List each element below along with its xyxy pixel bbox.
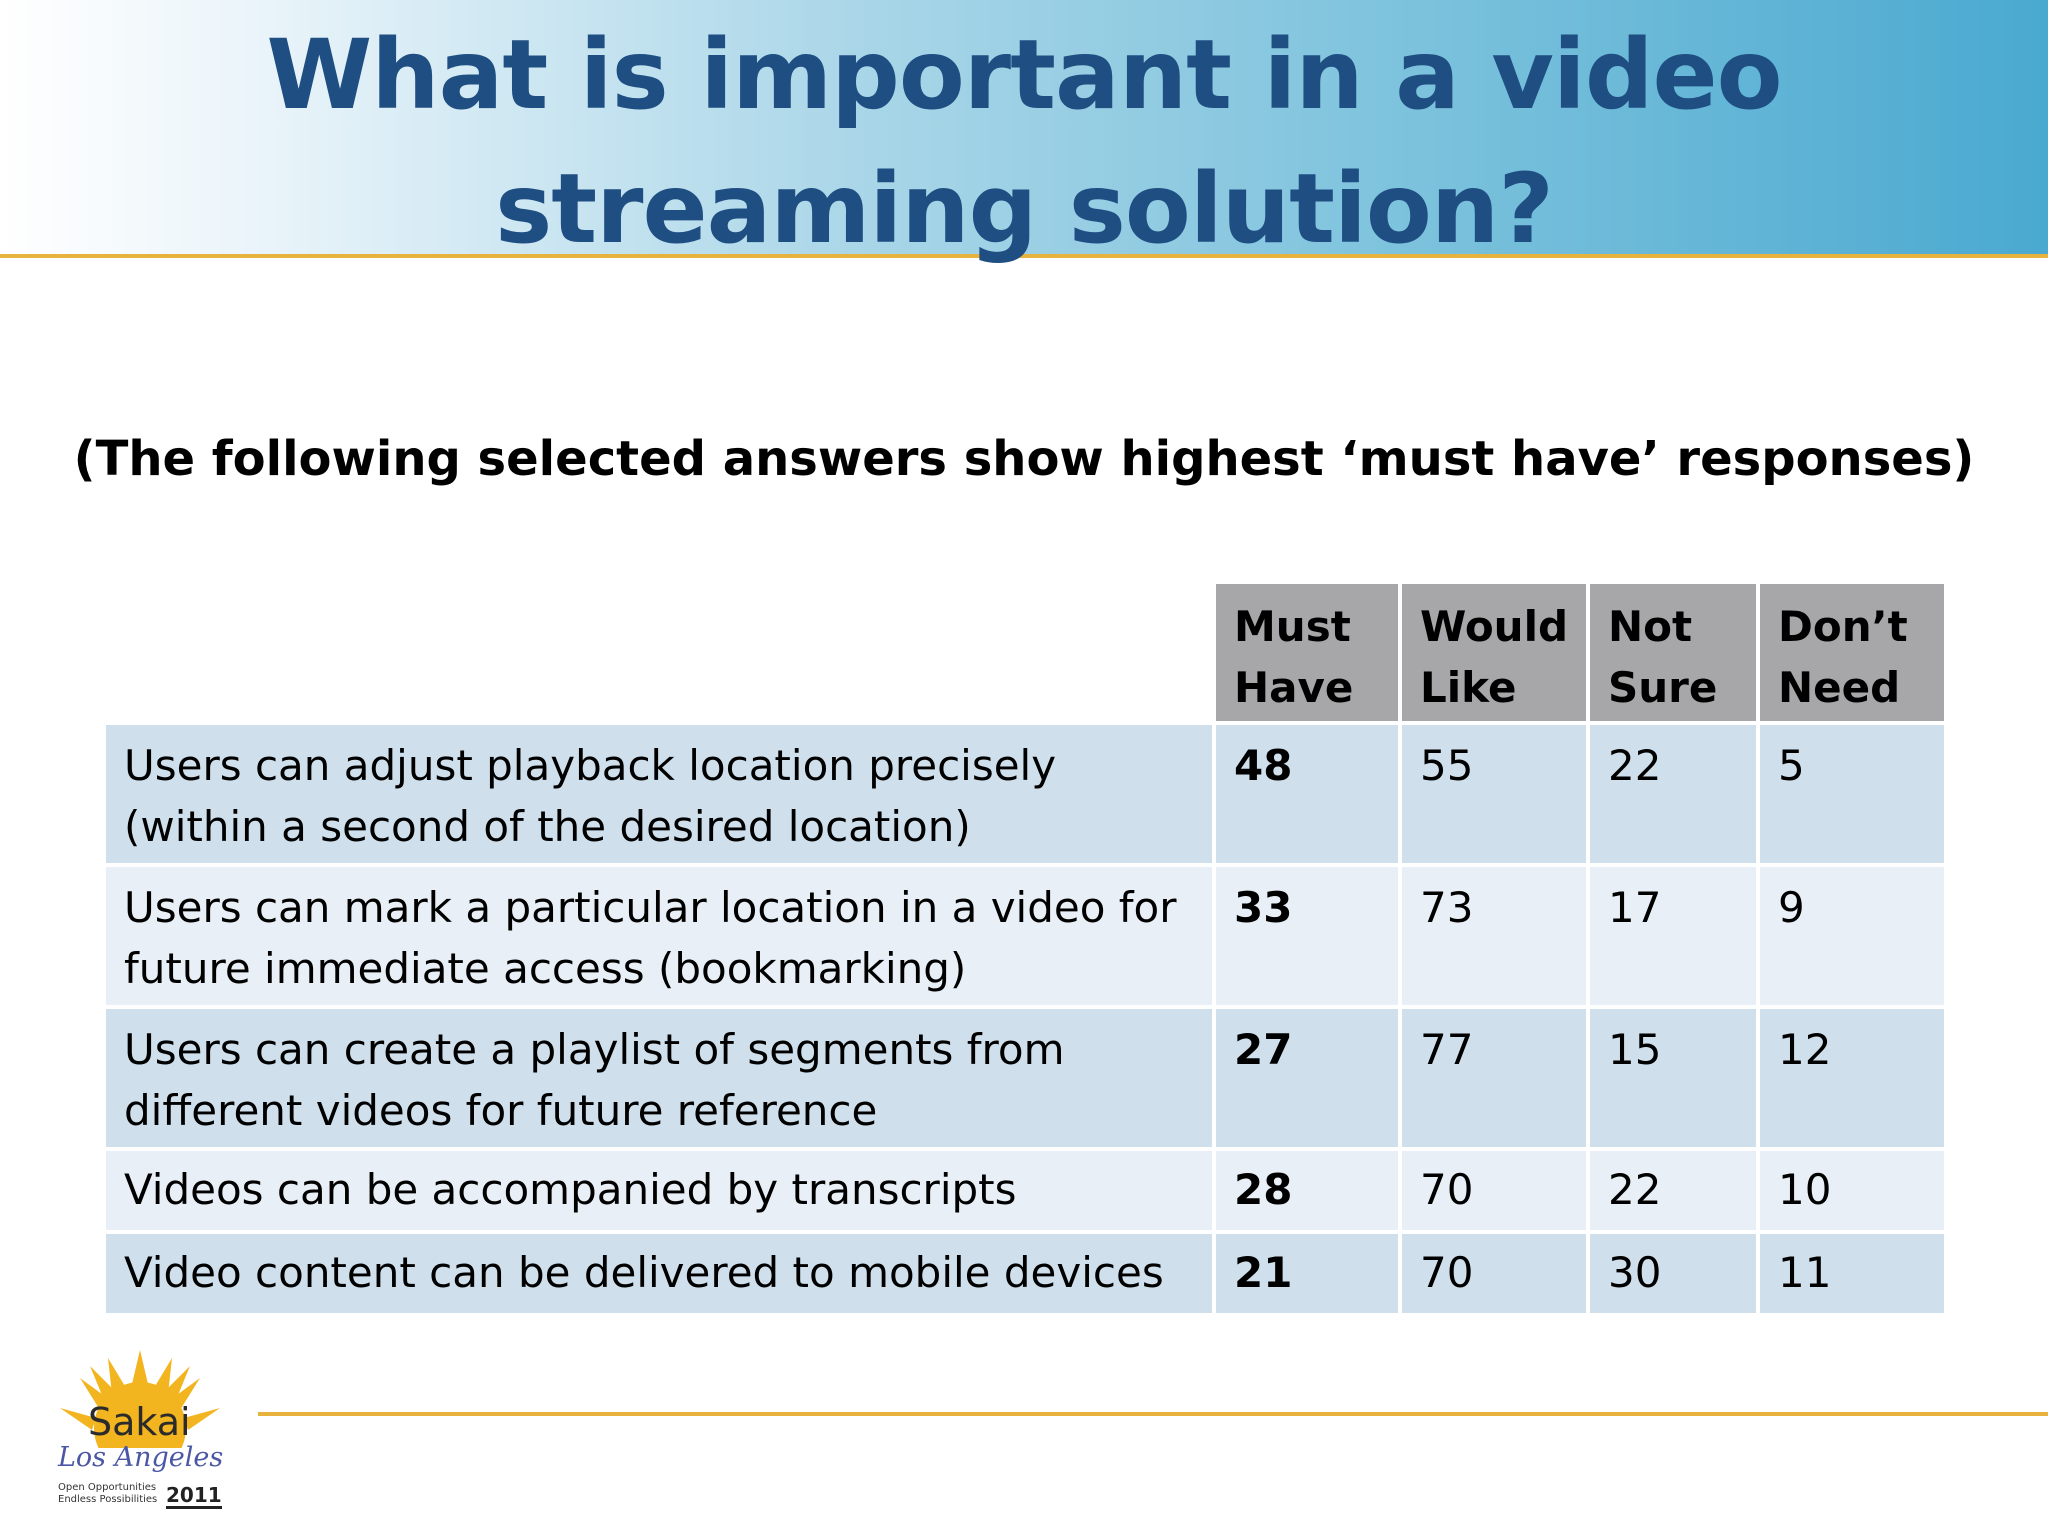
slide-header [0,0,2048,254]
slide-title: What is important in a video streaming s… [266,19,1782,265]
header-divider [0,254,2048,258]
table-corner-cell [106,584,1212,721]
sun-icon [60,1350,220,1448]
logo-year: 2011 [166,1483,222,1509]
must-have-value: 48 [1216,725,1398,863]
column-header-not-sure: Not Sure [1590,584,1756,721]
column-header-dont-need: Don’t Need [1760,584,1944,721]
table-row: Video content can be delivered to mobile… [106,1234,1944,1313]
dont-need-value: 12 [1760,1009,1944,1147]
dont-need-value: 5 [1760,725,1944,863]
column-header-would-like: Would Like [1402,584,1586,721]
row-label: Users can adjust playback location preci… [106,725,1212,863]
would-like-value: 70 [1402,1151,1586,1230]
dont-need-value: 9 [1760,867,1944,1005]
must-have-value: 33 [1216,867,1398,1005]
row-label: Videos can be accompanied by transcripts [106,1151,1212,1230]
logo-brand: Sakai [88,1400,191,1444]
not-sure-value: 22 [1590,725,1756,863]
would-like-value: 73 [1402,867,1586,1005]
row-label: Users can create a playlist of segments … [106,1009,1212,1147]
not-sure-value: 22 [1590,1151,1756,1230]
row-label: Video content can be delivered to mobile… [106,1234,1212,1313]
would-like-value: 70 [1402,1234,1586,1313]
logo-tagline: Open Opportunities Endless Possibilities [58,1482,157,1506]
dont-need-value: 11 [1760,1234,1944,1313]
table-row: Videos can be accompanied by transcripts… [106,1151,1944,1230]
logo-tagline-line-2: Endless Possibilities [58,1494,158,1505]
column-header-must-have: Must Have [1216,584,1398,721]
footer-divider [258,1412,2048,1416]
table-row: Users can adjust playback location preci… [106,725,1944,863]
not-sure-value: 30 [1590,1234,1756,1313]
table-header-row: Must Have Would Like Not Sure Don’t Need [106,584,1944,721]
must-have-value: 27 [1216,1009,1398,1147]
not-sure-value: 17 [1590,867,1756,1005]
not-sure-value: 15 [1590,1009,1756,1147]
row-label: Users can mark a particular location in … [106,867,1212,1005]
logo-tagline-line-1: Open Opportunities [58,1482,157,1493]
slide-subtitle: (The following selected answers show hig… [73,431,1975,487]
would-like-value: 77 [1402,1009,1586,1147]
table-row: Users can create a playlist of segments … [106,1009,1944,1147]
must-have-value: 28 [1216,1151,1398,1230]
survey-table: Must Have Would Like Not Sure Don’t Need… [102,580,1948,1317]
sakai-logo: Sakai Los Angeles Open Opportunities End… [50,1348,240,1518]
must-have-value: 21 [1216,1234,1398,1313]
table-row: Users can mark a particular location in … [106,867,1944,1005]
logo-city: Los Angeles [58,1442,224,1473]
would-like-value: 55 [1402,725,1586,863]
dont-need-value: 10 [1760,1151,1944,1230]
